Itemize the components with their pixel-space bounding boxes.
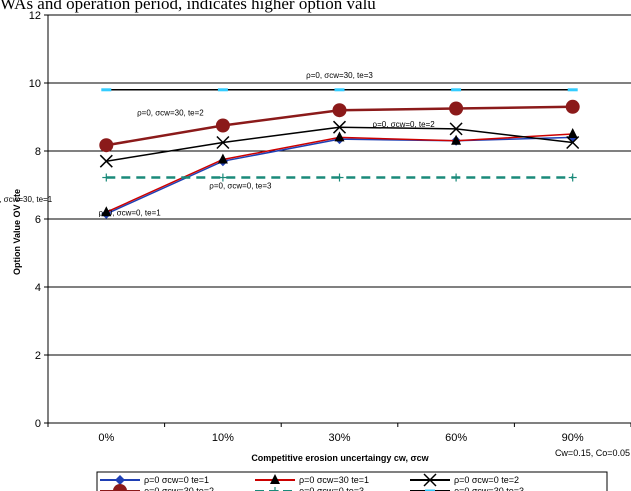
series-4 xyxy=(99,99,580,153)
gridlines xyxy=(48,14,631,356)
x-tick-label: 0% xyxy=(98,432,114,444)
series-3 xyxy=(99,120,580,168)
data-point xyxy=(332,120,347,134)
series-line xyxy=(105,133,573,213)
annotation-label: ρ=0, σcw=0, te=3 xyxy=(209,181,272,190)
data-point xyxy=(451,88,462,92)
y-tick-labels: 0 2 4 6 8 10 12 xyxy=(29,10,41,430)
y-tick-label: 0 xyxy=(35,418,41,430)
data-point xyxy=(102,173,111,182)
series-group xyxy=(99,88,580,219)
legend-label: ρ=0 σcw=0 te=1 xyxy=(144,475,209,485)
annotation-label: ρ=0, σcw=30, te=1 xyxy=(0,195,53,204)
data-point xyxy=(335,173,344,182)
x-tick-label: 10% xyxy=(212,432,234,444)
legend: ρ=0 σcw=0 te=1 ρ=0 σcw=30 te=1 ρ=0 σcw=0 t… xyxy=(96,471,608,491)
data-point xyxy=(449,101,464,116)
legend-entry: ρ=0 σcw=0 te=2 xyxy=(410,473,519,487)
y-axis-title: Option Value OV cte xyxy=(12,189,22,275)
legend-swatch-marker xyxy=(270,474,280,484)
data-point xyxy=(101,88,112,92)
legend-swatch-marker xyxy=(425,489,435,491)
header-text-fragment: WAs and operation period, indicates high… xyxy=(0,0,376,13)
legend-entry: ρ=0 σcw=0 te=1 xyxy=(100,475,209,485)
legend-label: ρ=0 σcw=0 te=2 xyxy=(454,475,519,485)
legend-swatch-marker xyxy=(113,484,127,491)
x-tick-label: 30% xyxy=(328,432,350,444)
data-point xyxy=(565,99,580,114)
marker-stroke xyxy=(566,135,580,150)
data-point xyxy=(332,103,347,118)
data-point xyxy=(217,153,228,164)
legend-label: ρ=0 σcw=30 te=2 xyxy=(144,486,214,491)
legend-label: ρ=0 σcw=30 te=3 xyxy=(454,486,524,491)
data-point xyxy=(99,138,114,153)
y-tick-label: 10 xyxy=(29,78,41,90)
y-tick-label: 8 xyxy=(35,146,41,158)
x-tick-label: 60% xyxy=(445,432,467,444)
series-5 xyxy=(102,173,577,182)
annotations: ρ=0, σcw=30, te=3 ρ=0, σcw=30, te=2 ρ=0, σ… xyxy=(0,71,435,218)
legend-entry: ρ=0 σcw=30 te=1 xyxy=(255,474,369,485)
marker-stroke xyxy=(423,473,437,487)
data-point xyxy=(101,206,112,217)
legend-label: ρ=0 σcw=30 te=1 xyxy=(299,475,369,485)
data-point xyxy=(567,128,578,138)
data-point xyxy=(334,131,345,142)
marker-stroke xyxy=(332,120,347,134)
legend-swatch-marker xyxy=(423,473,437,487)
data-point xyxy=(568,173,577,182)
marker-stroke xyxy=(99,154,113,168)
y-tick-label: 2 xyxy=(35,350,41,362)
annotation-label: ρ=0, σcw=0, te=1 xyxy=(99,209,162,218)
data-point xyxy=(567,88,578,92)
data-point xyxy=(99,154,113,168)
data-point xyxy=(216,135,230,150)
legend-entry: ρ=0 σcw=0 te=3 xyxy=(255,486,364,491)
annotation-label: ρ=0, σcw=30, te=2 xyxy=(137,108,204,117)
y-tick-label: 4 xyxy=(35,282,41,294)
annotation-label: ρ=0, σcw=30, te=3 xyxy=(306,71,373,80)
parameters-note: Cw=0.15, Co=0.05 xyxy=(555,448,630,458)
data-point xyxy=(218,173,227,182)
data-point xyxy=(452,173,461,182)
legend-entry: ρ=0 σcw=30 te=3 xyxy=(410,486,524,491)
x-tick-labels: 0% 10% 30% 60% 90% xyxy=(98,432,584,444)
legend-swatch-marker xyxy=(115,475,125,485)
series-2 xyxy=(101,128,578,217)
marker-stroke xyxy=(216,135,230,150)
data-point xyxy=(334,88,345,92)
legend-box xyxy=(96,471,608,491)
x-tick-label: 90% xyxy=(562,432,584,444)
marker-stroke xyxy=(449,122,463,136)
legend-label: ρ=0 σcw=0 te=3 xyxy=(299,486,364,491)
series-6 xyxy=(101,88,578,92)
y-tick-label: 6 xyxy=(35,214,41,226)
axes xyxy=(44,14,631,427)
x-axis-title: Competitive erosion uncertaingy cw, σcw xyxy=(251,453,429,463)
data-point xyxy=(215,118,230,133)
data-point xyxy=(449,122,463,136)
data-point xyxy=(451,134,462,145)
data-point xyxy=(217,88,228,92)
legend-entry: ρ=0 σcw=30 te=2 xyxy=(100,484,214,491)
data-point xyxy=(566,135,580,150)
y-tick-label: 12 xyxy=(29,10,41,22)
legend-swatch-marker xyxy=(271,487,279,491)
annotation-label: ρ=0, σcw=0, te=2 xyxy=(373,120,436,129)
